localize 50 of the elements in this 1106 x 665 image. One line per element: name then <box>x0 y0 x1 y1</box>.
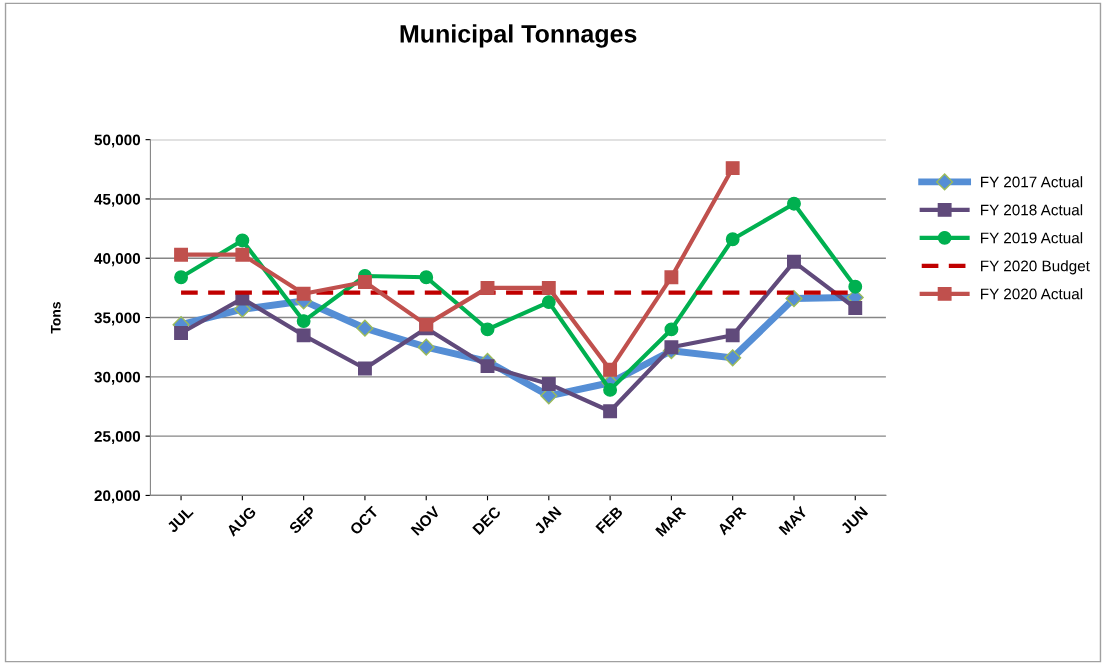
point <box>235 233 250 248</box>
y-tick-label: 50,000 <box>94 134 141 148</box>
point <box>603 404 618 419</box>
point <box>541 377 556 391</box>
point <box>787 196 801 211</box>
point <box>419 317 434 332</box>
point <box>356 319 374 337</box>
point <box>357 361 372 376</box>
point <box>725 328 740 343</box>
point <box>417 338 435 356</box>
point <box>480 280 495 295</box>
point <box>480 322 495 337</box>
point <box>174 247 189 262</box>
legend-label: FY 2019 Actual <box>981 232 1083 244</box>
legend-label: FY 2017 Actual <box>981 176 1083 188</box>
point <box>541 280 556 295</box>
legend-label: FY 2020 Actual <box>981 288 1083 300</box>
y-axis-title: Tons <box>50 302 61 334</box>
point <box>664 322 679 337</box>
point <box>848 279 863 294</box>
y-tick-label: 30,000 <box>94 371 141 385</box>
point <box>785 290 803 308</box>
point <box>848 301 863 315</box>
point <box>541 295 556 310</box>
y-tick-label: 40,000 <box>94 253 141 267</box>
y-tick-label: 45,000 <box>94 193 141 207</box>
legend-label: FY 2020 Budget <box>981 260 1090 275</box>
chart-title: Municipal Tonnages <box>400 24 637 48</box>
legend-label: FY 2018 Actual <box>981 204 1083 216</box>
point <box>235 247 250 262</box>
point <box>174 326 189 340</box>
y-tick-label: 25,000 <box>94 431 141 445</box>
point <box>357 275 372 289</box>
point <box>664 270 679 285</box>
point <box>296 286 311 301</box>
point <box>419 270 434 285</box>
x-tick-label: JUL <box>166 505 194 534</box>
point <box>603 362 618 377</box>
point <box>724 349 742 367</box>
point <box>725 232 740 247</box>
point <box>725 161 740 176</box>
point <box>296 328 311 343</box>
point <box>296 314 311 329</box>
y-tick-label: 20,000 <box>94 490 141 504</box>
point <box>664 340 679 355</box>
point <box>174 270 189 285</box>
y-tick-label: 35,000 <box>94 312 141 326</box>
point <box>480 359 495 374</box>
point <box>603 382 618 397</box>
point <box>787 254 801 269</box>
